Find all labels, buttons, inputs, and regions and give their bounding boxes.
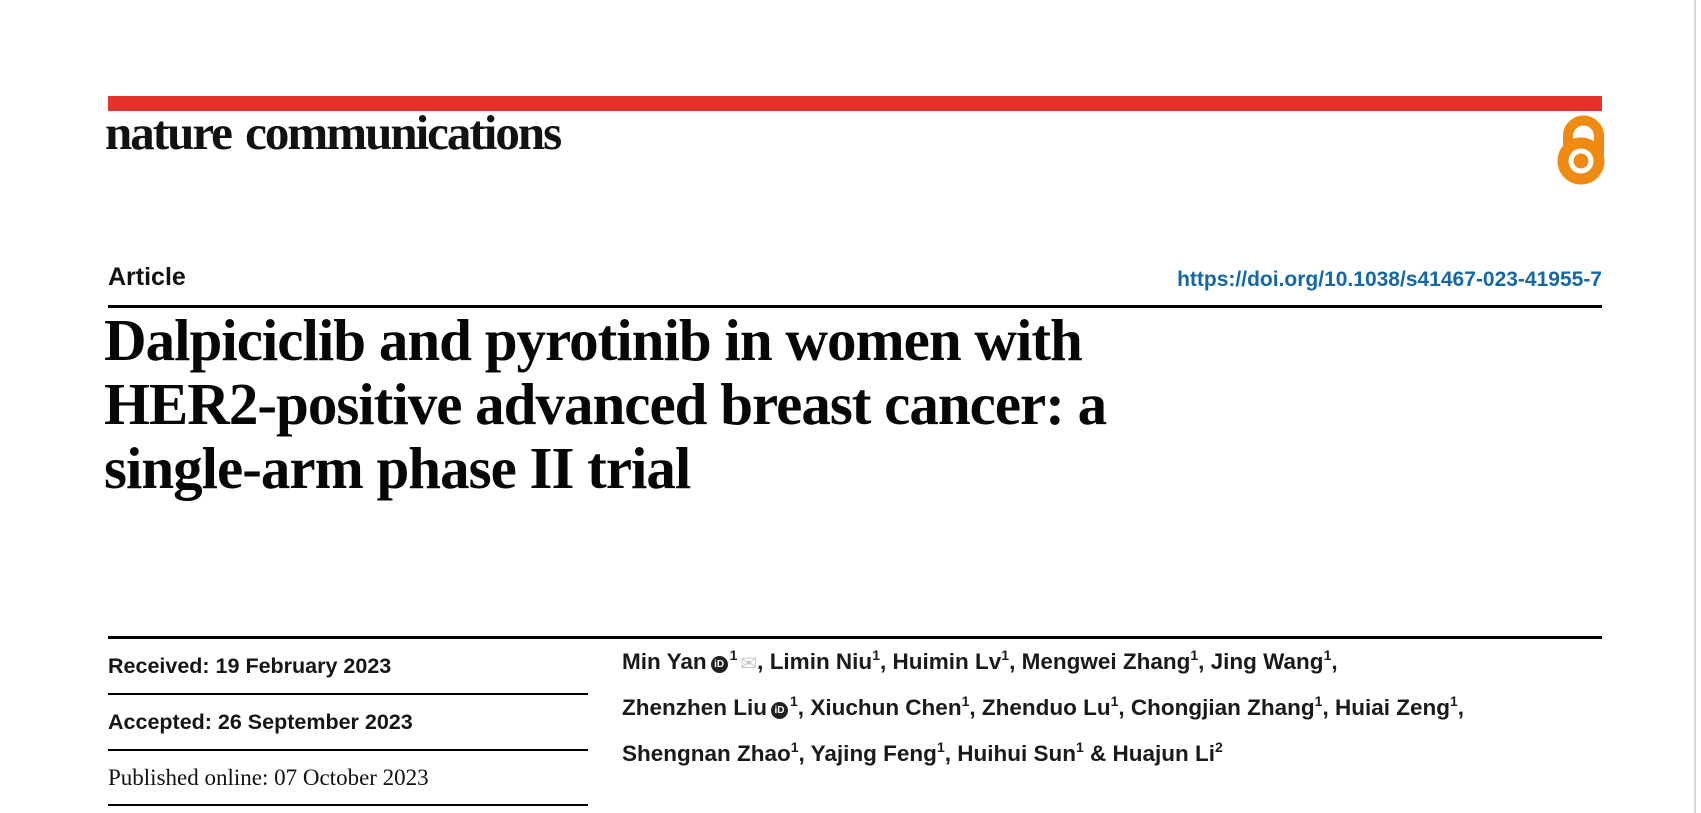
meta-top-rule [108,636,1602,639]
author-line: Zhenzhen Liu iD1, Xiuchun Chen1, Zhenduo … [622,686,1502,732]
author-name: Huiai Zeng [1334,695,1450,720]
accepted-date: Accepted: 26 September 2023 [108,695,588,751]
journal-logo: nature communications [105,105,562,160]
author-separator: & [1083,741,1113,766]
author-separator: , [879,649,893,674]
author-lines: Min Yan iD1 ✉, Limin Niu1, Huimin Lv1, Men… [622,640,1502,778]
author-affiliation-sup: 1 [1110,693,1119,709]
author-affiliation-sup: 1 [936,739,945,755]
title-line-1: Dalpiciclib and pyrotinib in women with [104,307,1083,373]
author-name: Huimin Lv [892,649,1002,674]
author-affiliation-sup: 1 [961,693,970,709]
author-name: Shengnan Zhao [622,741,791,766]
author-separator: , [1322,695,1335,720]
author-affiliation-sup: 1 [729,647,738,663]
author-line: Shengnan Zhao1, Yajing Feng1, Huihui Sun… [622,732,1502,778]
author-affiliation-sup: 1 [1190,647,1199,663]
history-dates: Received: 19 February 2023 Accepted: 26 … [108,639,588,806]
title-line-3: single-arm phase II trial [104,435,691,501]
title-line-2: HER2-positive advanced breast cancer: a [104,371,1107,437]
author-name: Chongjian Zhang [1130,695,1315,720]
author-separator: , [798,741,811,766]
author-separator: , [757,649,770,674]
author-name: Limin Niu [769,649,873,674]
author-name: Mengwei Zhang [1021,649,1191,674]
open-access-lock-icon [1557,115,1605,185]
author-separator: , [944,741,958,766]
author-separator: , [1457,695,1465,720]
article-type-label: Article [108,263,186,291]
author-affiliation-sup: 1 [1001,647,1010,663]
author-name: Huajun Li [1112,741,1216,766]
author-name: Zhenzhen Liu [622,695,767,720]
author-line: Min Yan iD1 ✉, Limin Niu1, Huimin Lv1, Men… [622,640,1502,686]
author-name: Xiuchun Chen [810,695,962,720]
published-date: Published online: 07 October 2023 [108,751,588,806]
email-envelope-icon[interactable]: ✉ [740,653,758,675]
author-affiliation-sup: 1 [1449,693,1458,709]
orcid-icon[interactable]: iD [710,656,728,673]
author-affiliation-sup: 1 [1075,739,1084,755]
author-affiliation-sup: 1 [790,693,798,709]
author-affiliation-sup: 1 [872,647,880,663]
author-separator: , [1331,649,1338,674]
author-separator: , [1118,695,1131,720]
page-right-edge [1694,0,1696,813]
doi-link[interactable]: https://doi.org/10.1038/s41467-023-41955… [1177,268,1602,291]
author-name: Min Yan [622,649,707,674]
header-rule [108,305,1602,308]
article-title: Dalpiciclib and pyrotinib in women with … [104,308,1524,500]
author-affiliation-sup: 1 [1323,647,1332,663]
author-name: Huihui Sun [957,741,1076,766]
orcid-icon[interactable]: iD [771,702,788,719]
author-separator: , [1198,649,1211,674]
author-affiliation-sup: 1 [790,739,799,755]
masthead-red-bar [108,96,1602,111]
author-name: Yajing Feng [810,741,937,766]
author-name: Jing Wang [1210,649,1324,674]
author-affiliation-sup: 1 [1314,693,1323,709]
author-separator: , [1009,649,1022,674]
author-separator: , [969,695,982,720]
author-affiliation-sup: 2 [1215,739,1223,755]
received-date: Received: 19 February 2023 [108,639,588,695]
author-name: Zhenduo Lu [981,695,1111,720]
author-separator: , [797,695,811,720]
